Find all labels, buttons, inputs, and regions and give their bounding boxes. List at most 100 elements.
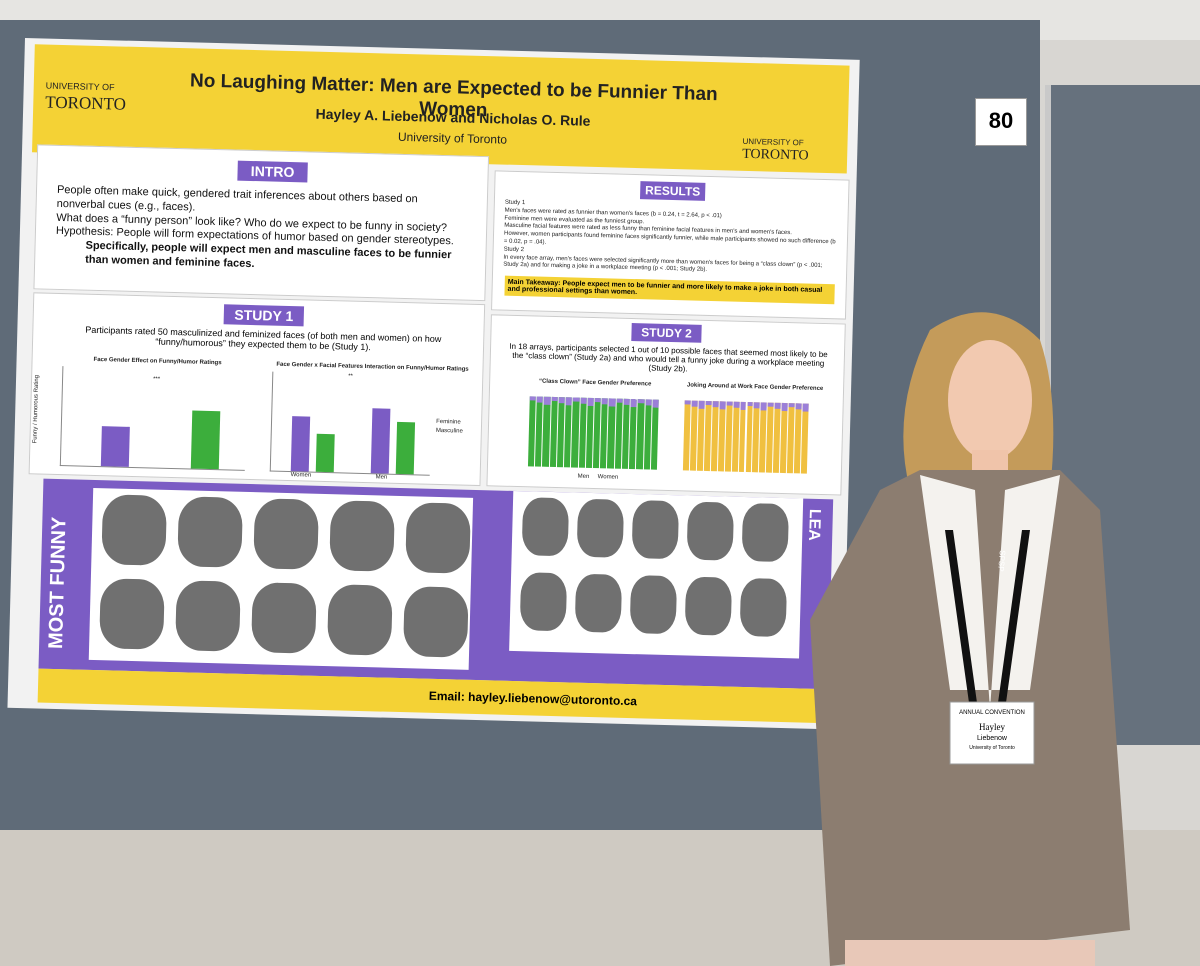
face-photo	[251, 582, 317, 654]
bar	[719, 401, 726, 410]
bar	[650, 399, 659, 470]
face-photo	[326, 584, 393, 656]
bar	[594, 398, 601, 403]
significance: **	[348, 373, 353, 380]
bar	[726, 401, 733, 406]
badge-text: ANNUAL CONVENTION	[959, 710, 1025, 716]
face-photo	[629, 575, 678, 635]
bar	[652, 399, 659, 408]
face-photo	[402, 586, 469, 658]
bar	[747, 402, 754, 407]
section-heading: RESULTS	[639, 181, 706, 201]
bar	[740, 401, 747, 411]
intro-text: People often make quick, gendered trait …	[55, 184, 467, 277]
takeaway: Main Takeaway: People expect men to be f…	[504, 275, 835, 305]
bar	[616, 398, 623, 403]
pants	[845, 940, 1095, 966]
lanyard	[945, 530, 1030, 710]
badge-text: Liebenow	[977, 735, 1008, 742]
bar	[100, 426, 130, 467]
bar	[290, 416, 311, 472]
bar	[788, 403, 795, 408]
face-photo	[741, 502, 790, 563]
face-photo	[99, 578, 165, 650]
bar	[698, 400, 705, 409]
badge-text: University of Toronto	[969, 745, 1015, 751]
results-panel: RESULTS Study 1 Men's faces were rated a…	[491, 170, 850, 320]
study1-text: Participants rated 50 masculinized and f…	[85, 324, 442, 353]
bar	[753, 402, 761, 409]
badge-text: Hayley	[979, 722, 1005, 732]
bar	[395, 421, 416, 475]
face-photo	[101, 494, 168, 566]
bar	[774, 402, 781, 409]
booth-number: 80	[975, 98, 1027, 146]
study1-panel: STUDY 1 Participants rated 50 masculiniz…	[28, 292, 486, 487]
face-photo	[175, 580, 241, 652]
bar	[630, 398, 638, 408]
face-photo	[739, 577, 788, 638]
face-photo	[177, 496, 244, 568]
lanyard-text: SPSP	[996, 550, 1007, 572]
bar	[529, 396, 537, 401]
bar	[712, 401, 719, 408]
face-photo	[686, 501, 735, 561]
badge	[949, 701, 1035, 765]
bar	[580, 397, 587, 404]
face-photo	[519, 572, 568, 632]
significance: ***	[153, 376, 161, 383]
face-photo	[574, 573, 623, 633]
chart-title: “Class Clown” Face Gender Preference	[538, 378, 652, 388]
chart-frame: ** Women Men	[269, 371, 433, 481]
bar	[684, 400, 691, 405]
face-photo	[684, 576, 733, 636]
bar	[767, 402, 774, 407]
faces-grid	[88, 487, 474, 670]
bar	[637, 399, 645, 404]
chart-frame: ***	[59, 366, 248, 471]
bar	[536, 396, 544, 403]
legend-entry: Men	[577, 473, 590, 480]
study2-panel: STUDY 2 In 18 arrays, participants selec…	[486, 314, 846, 496]
legend-entry: Women	[597, 474, 619, 481]
bar	[315, 433, 335, 473]
bar	[781, 402, 788, 412]
results-text: Study 1 Men's faces were rated as funnie…	[503, 200, 840, 279]
bar	[558, 397, 565, 404]
face	[948, 340, 1032, 460]
face-photo	[405, 502, 471, 574]
bar	[705, 400, 712, 406]
bar	[565, 397, 573, 406]
face-photo	[576, 498, 625, 558]
bar	[733, 401, 740, 408]
logo: TORONTO	[45, 92, 127, 114]
logo: UNIVERSITY OF	[45, 80, 115, 93]
category-label: Men	[375, 474, 388, 481]
faces-grid	[509, 490, 804, 659]
bar	[190, 410, 221, 470]
face-photo	[631, 500, 680, 560]
poster: UNIVERSITY OF TORONTO UNIVERSITY OF TORO…	[7, 38, 860, 730]
bar	[551, 396, 558, 402]
category-label: Women	[290, 472, 312, 479]
legend-entry: Feminine	[436, 418, 461, 426]
chart-frame	[682, 400, 810, 474]
bar	[601, 398, 609, 405]
bar	[760, 402, 768, 411]
bar	[573, 397, 580, 402]
person: ANNUAL CONVENTION Hayley Liebenow Univer…	[810, 312, 1130, 966]
face-photo	[253, 498, 320, 570]
section-heading: STUDY 1	[223, 304, 305, 327]
intro-panel: INTRO People often make quick, gendered …	[33, 144, 490, 302]
bar	[608, 398, 616, 407]
bar	[544, 396, 551, 405]
chart-frame	[527, 396, 660, 470]
bar	[691, 400, 698, 407]
bar	[623, 398, 630, 405]
logo: TORONTO	[742, 146, 809, 164]
legend-entry: Masculine	[435, 427, 463, 435]
bar	[645, 399, 652, 406]
face-photo	[521, 497, 570, 557]
face-photo	[329, 500, 395, 572]
